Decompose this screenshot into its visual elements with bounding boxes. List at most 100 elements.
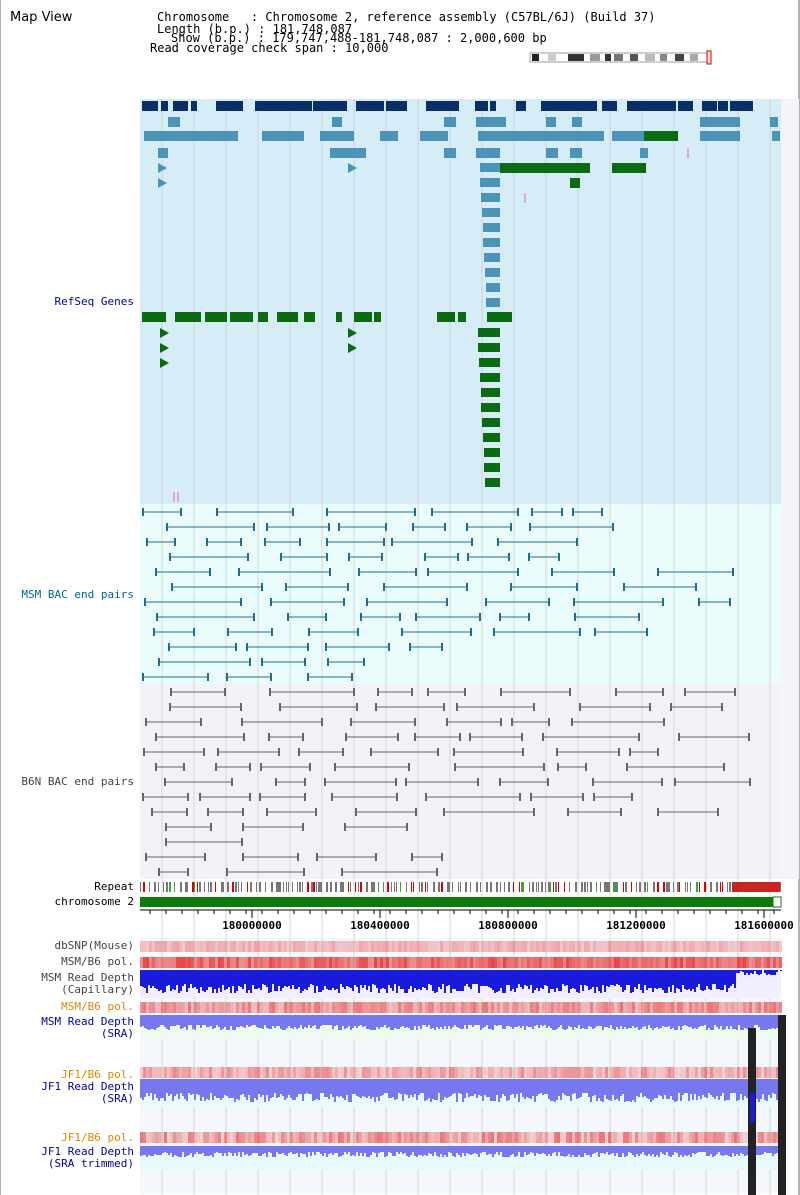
- jf1-depth-sra-bar: [232, 1079, 234, 1098]
- msm-pol-heat: [170, 957, 173, 968]
- jf1-depth-sra-bar: [430, 1079, 432, 1102]
- msm-pol-heat: [557, 957, 560, 968]
- jf1-depth-trimmed-bar: [404, 1146, 406, 1153]
- jf1-pol-heat: [293, 1067, 296, 1078]
- jf1-pol-heat: [335, 1067, 338, 1078]
- msm-pol-heat: [326, 957, 329, 968]
- msm-depth-sra-bar: [776, 1015, 778, 1028]
- dbsnp-heat: [242, 941, 245, 952]
- refseq-gene: [386, 101, 407, 111]
- msm-bac-end: [383, 538, 385, 546]
- dbsnp-heat: [434, 941, 437, 952]
- jf1-depth-sra-bar: [142, 1079, 144, 1100]
- repeat-element: [355, 882, 356, 892]
- msm-pol-heat: [668, 957, 671, 968]
- jf1-depth-sra-bar: [474, 1079, 476, 1094]
- b6n-bac-end: [678, 733, 680, 741]
- msm-pol2-heat: [245, 1002, 248, 1013]
- msm-depth-sra-bar: [146, 1015, 148, 1029]
- track-label-msm-pol-1: MSM/B6 pol.: [61, 955, 134, 968]
- msm-depth-capillary-bar: [154, 970, 156, 988]
- msm-depth-capillary-bar: [590, 970, 592, 989]
- msm-pol-heat: [665, 957, 668, 968]
- jf1-pol-heat: [608, 1067, 611, 1078]
- jf1-pol-heat: [191, 1067, 194, 1078]
- jf1-depth-trimmed-bar: [664, 1146, 666, 1155]
- jf1-pol2-heat: [518, 1132, 521, 1143]
- msm-pol-heat: [755, 957, 758, 968]
- msm-depth-capillary-bar: [288, 970, 290, 986]
- jf1-depth-trimmed-bar: [450, 1146, 452, 1153]
- jf1-depth-sra-bar: [758, 1079, 760, 1102]
- jf1-pol-heat: [317, 1067, 320, 1078]
- msm-depth-sra-bar: [244, 1015, 246, 1028]
- jf1-depth-sra-bar: [270, 1079, 272, 1098]
- msm-depth-sra-bar: [504, 1015, 506, 1029]
- jf1-depth-trimmed-bar: [614, 1146, 616, 1156]
- msm-depth-capillary-bar: [664, 970, 666, 993]
- jf1-pol2-heat: [494, 1132, 497, 1143]
- b6n-bac-end: [557, 763, 559, 771]
- msm-bac-end: [287, 613, 289, 621]
- dbsnp-heat: [194, 941, 197, 952]
- jf1-pol2-heat: [257, 1132, 260, 1143]
- repeat-element: [716, 882, 718, 892]
- msm-pol-heat: [656, 957, 659, 968]
- jf1-pol2-heat: [182, 1132, 185, 1143]
- msm-bac-end: [240, 598, 242, 606]
- msm-pol-heat: [323, 957, 326, 968]
- msm-pol-heat: [506, 957, 509, 968]
- jf1-pol2-heat: [311, 1132, 314, 1143]
- jf1-pol-heat: [620, 1067, 623, 1078]
- msm-depth-capillary-bar: [748, 970, 750, 975]
- msm-bac-end: [326, 553, 328, 561]
- jf1-depth-trimmed-bar: [416, 1146, 418, 1157]
- msm-pol-heat: [524, 957, 527, 968]
- jf1-depth-trimmed-bar: [596, 1146, 598, 1152]
- dbsnp-heat: [623, 941, 626, 952]
- jf1-depth-sra-bar: [736, 1079, 738, 1101]
- msm-pol2-heat: [686, 1002, 689, 1013]
- msm-pol2-heat: [560, 1002, 563, 1013]
- jf1-depth-trimmed-bar: [612, 1146, 614, 1153]
- msm-bac-end: [401, 628, 403, 636]
- b6n-bac-end: [240, 703, 242, 711]
- msm-depth-sra-bar: [714, 1015, 716, 1025]
- jf1-depth-sra-bar: [678, 1079, 680, 1093]
- msm-pol-heat: [152, 957, 155, 968]
- repeat-element: [187, 882, 188, 892]
- jf1-depth-sra-bar: [456, 1079, 458, 1102]
- jf1-pol-heat: [269, 1067, 272, 1078]
- msm-depth-sra-bar: [358, 1015, 360, 1026]
- jf1-depth-sra-bar: [194, 1079, 196, 1100]
- jf1-pol2-heat: [149, 1132, 152, 1143]
- msm-bac-end: [531, 508, 533, 516]
- dbsnp-heat: [191, 941, 194, 952]
- ideogram-position-marker: [706, 50, 712, 65]
- msm-pol2-heat: [746, 1002, 749, 1013]
- jf1-depth-sra-bar: [204, 1079, 206, 1101]
- msm-depth-capillary-bar: [560, 970, 562, 991]
- msm-pol2-heat: [713, 1002, 716, 1013]
- jf1-pol-heat: [686, 1067, 689, 1078]
- msm-bac-end: [235, 643, 237, 651]
- b6n-bac-end: [249, 793, 251, 801]
- msm-depth-sra-bar: [342, 1015, 344, 1026]
- jf1-depth-trimmed-bar: [486, 1146, 488, 1155]
- msm-depth-sra-bar: [518, 1015, 520, 1026]
- msm-bac-end: [657, 568, 659, 576]
- msm-pol2-heat: [764, 1002, 767, 1013]
- jf1-depth-trimmed-bar: [706, 1146, 708, 1156]
- b6n-bac-end: [356, 703, 358, 711]
- msm-depth-sra-bar: [472, 1015, 474, 1027]
- repeat-element: [419, 882, 420, 892]
- dbsnp-heat: [620, 941, 623, 952]
- msm-depth-capillary-bar: [718, 970, 720, 989]
- jf1-pol-heat: [722, 1067, 725, 1078]
- msm-pol-heat: [290, 957, 293, 968]
- msm-depth-sra-bar: [248, 1015, 250, 1027]
- msm-pol2-heat: [146, 1002, 149, 1013]
- jf1-depth-sra-bar: [198, 1079, 200, 1095]
- refseq-gene: [158, 148, 168, 158]
